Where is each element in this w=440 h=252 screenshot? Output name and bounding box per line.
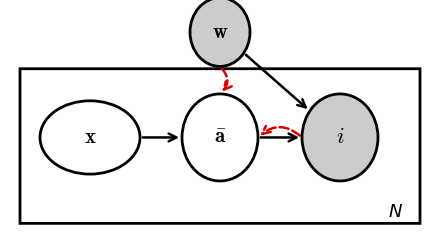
FancyBboxPatch shape bbox=[20, 69, 420, 223]
Text: $\bar{\mathbf{a}}$: $\bar{\mathbf{a}}$ bbox=[214, 128, 226, 147]
Text: $\mathbf{w}$: $\mathbf{w}$ bbox=[212, 22, 228, 42]
Text: $i$: $i$ bbox=[336, 128, 344, 147]
Text: $N$: $N$ bbox=[388, 203, 403, 221]
Ellipse shape bbox=[302, 94, 378, 181]
Text: $\mathbf{x}$: $\mathbf{x}$ bbox=[84, 128, 96, 147]
Ellipse shape bbox=[40, 101, 140, 174]
Ellipse shape bbox=[190, 0, 250, 67]
Ellipse shape bbox=[182, 94, 258, 181]
